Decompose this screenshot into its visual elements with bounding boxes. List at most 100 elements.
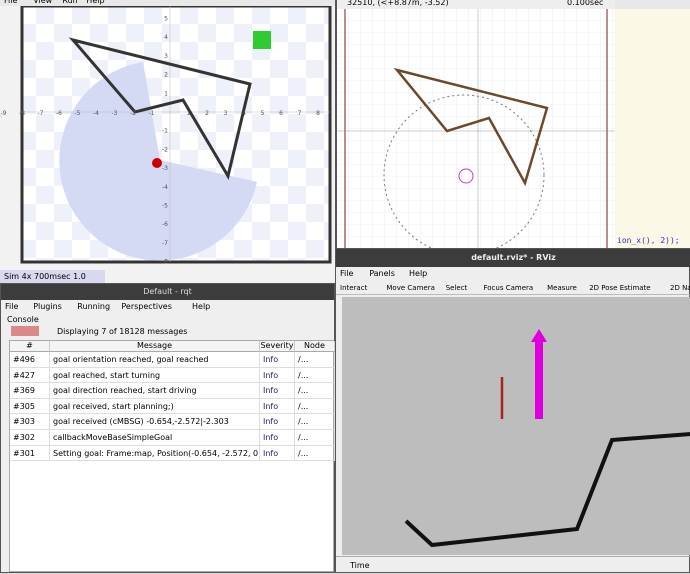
menu-item[interactable]: File [340, 269, 353, 278]
y-tick-label: 2 [164, 72, 168, 79]
x-tick-label: -6 [56, 110, 62, 117]
tool-button[interactable]: Measure [547, 284, 577, 292]
y-tick-label: -2 [162, 146, 168, 153]
stage-window: 32510, (<+8.87m, -3.52) 0.100sec [335, 0, 615, 248]
menu-item[interactable]: File [5, 302, 18, 311]
table-cell: #302 [10, 430, 50, 446]
position: 32510, (<+8.87m, -3.52) [347, 0, 449, 7]
table-cell: Info [260, 446, 295, 462]
table-cell: #427 [10, 368, 50, 384]
status: Displaying 7 of 18128 messages [57, 327, 187, 336]
y-tick-label: -6 [162, 221, 168, 228]
menu-item[interactable]: Help [409, 269, 427, 278]
goal-arrow [535, 342, 543, 419]
tool-button[interactable]: Interact [340, 284, 367, 292]
menu-bar: File Plugins Running Perspectives Help [1, 301, 334, 313]
table-cell: goal orientation reached, goal reached [50, 352, 260, 368]
footer: Time [350, 561, 370, 570]
x-tick-label: -2 [130, 110, 136, 117]
status-bar: Sim 4x 700msec 1.0 [0, 270, 105, 283]
x-tick-label: -5 [75, 110, 81, 117]
table-cell: Info [260, 352, 295, 368]
menu-item[interactable]: File [4, 0, 17, 5]
x-tick-label: 3 [224, 110, 228, 117]
menu-item[interactable]: Help [192, 302, 210, 311]
robot [152, 158, 162, 168]
table-cell: Info [260, 399, 295, 415]
menu-item[interactable]: View [33, 0, 52, 5]
table-cell: #303 [10, 414, 50, 430]
table-cell: /... [295, 430, 335, 446]
menu-item[interactable]: Run [62, 0, 77, 5]
table-cell: /... [295, 414, 335, 430]
menu-item[interactable]: Plugins [33, 302, 62, 311]
x-tick-label: 1 [187, 110, 191, 117]
tool-button[interactable]: Focus Camera [484, 284, 534, 292]
editor-top [615, 0, 690, 9]
3d-view [342, 297, 690, 555]
table-cell: goal reached, start turning [50, 368, 260, 384]
sim-canvas: -9-8-7-6-5-4-3-2-112345678954321-1-2-3-4… [0, 6, 335, 270]
menu-item[interactable]: Running [77, 302, 110, 311]
x-tick-label: -7 [38, 110, 44, 117]
toolbar-icons[interactable] [11, 326, 39, 336]
y-tick-label: -1 [162, 128, 168, 135]
table-cell: #496 [10, 352, 50, 368]
table-cell: goal received, start planning;) [50, 399, 260, 415]
menu-item[interactable]: Panels [369, 269, 395, 278]
table-cell: Info [260, 368, 295, 384]
table-cell: Info [260, 383, 295, 399]
x-tick-label: 7 [298, 110, 302, 117]
tool-button[interactable]: Move Camera [386, 284, 434, 292]
title: Default - rqt [143, 287, 192, 296]
background [342, 297, 690, 555]
table-cell: /... [295, 399, 335, 415]
y-tick-label: -4 [162, 184, 168, 191]
table-cell: #369 [10, 383, 50, 399]
x-tick-label: -3 [112, 110, 118, 117]
stage-header: 32510, (<+8.87m, -3.52) 0.100sec [337, 0, 615, 9]
x-tick-label: 5 [261, 110, 265, 117]
x-tick-label: -4 [93, 110, 99, 117]
table-cell: Setting goal: Frame:map, Position(-0.654… [50, 446, 260, 462]
y-tick-label: 5 [164, 16, 168, 23]
menu-bar: File Panels Help [336, 268, 690, 279]
rviz-window: default.rviz* - RViz File Panels Help Inte… [335, 248, 690, 573]
y-tick-label: -7 [162, 240, 168, 247]
tool-button[interactable]: Select [446, 284, 468, 292]
column-header[interactable]: Node [295, 341, 335, 352]
column-header[interactable]: Message [50, 341, 260, 352]
table-cell: goal direction reached, start driving [50, 383, 260, 399]
table-cell: Info [260, 430, 295, 446]
table-cell: /... [295, 446, 335, 462]
code: ion_x(), 2)); [617, 236, 680, 245]
table-cell: #301 [10, 446, 50, 462]
toolbar: Interact Move Camera Select Focus Camera Mea… [336, 281, 690, 295]
table-cell: #305 [10, 399, 50, 415]
tool-button[interactable]: 2D Pose Estimate [589, 284, 650, 292]
x-tick-label: 6 [279, 110, 283, 117]
y-tick-label: 3 [164, 53, 168, 60]
x-tick-label: 4 [242, 110, 246, 117]
menu-item[interactable]: Perspectives [121, 302, 172, 311]
stage-canvas [337, 9, 615, 248]
tool-button[interactable]: 2D Nav G [670, 284, 690, 292]
grid [337, 9, 615, 248]
title-bar: Default - rqt [1, 284, 334, 300]
table-cell: Info [260, 414, 295, 430]
y-tick-label: -8 [162, 259, 168, 266]
goal [253, 31, 271, 49]
column-header[interactable]: # [10, 341, 50, 352]
title: default.rviz* - RViz [471, 253, 556, 262]
y-tick-label: 4 [164, 34, 168, 41]
column-header[interactable]: Severity [260, 341, 295, 352]
time: 0.100sec [567, 0, 603, 7]
tab[interactable]: Console [7, 315, 39, 324]
title-bar: default.rviz* - RViz [336, 249, 690, 267]
y-tick-label: 1 [164, 90, 168, 97]
menu-item[interactable]: Help [86, 0, 104, 5]
x-tick-label: 8 [316, 110, 320, 117]
